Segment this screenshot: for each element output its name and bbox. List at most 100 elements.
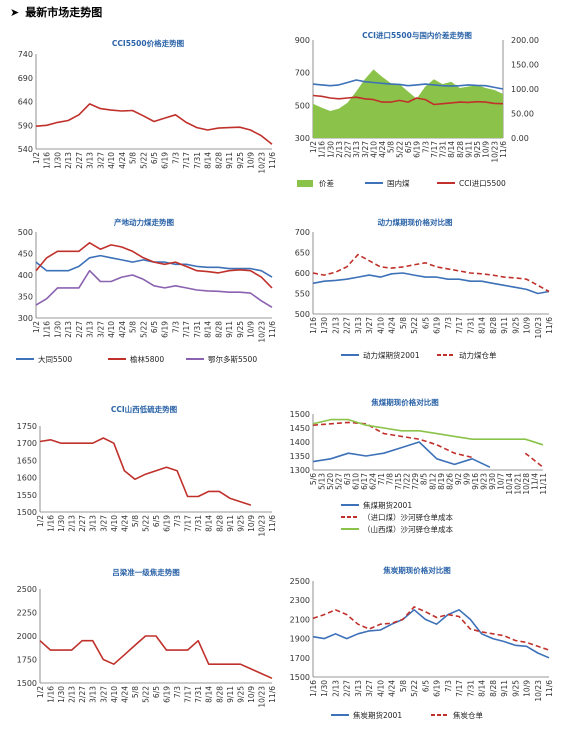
x-tick-label: 1/2 [36,515,45,527]
series-国内煤 [312,79,504,90]
series-动力煤期货2001 [312,272,550,295]
line-mark [35,242,273,289]
line-mark [35,254,273,278]
x-tick-label: 5/8 [131,515,140,527]
y-tick-label: 740 [18,50,33,59]
x-tick-label: 4/10 [110,686,119,703]
x-tick-label: 6/3 [343,473,352,485]
x-tick-label: 7/17 [430,141,439,158]
chart-title: CCI山西低硫走势图 [111,404,178,414]
x-tick-label: 7/17 [182,321,191,338]
x-tick-label: 9/25 [236,686,245,703]
line-mark [312,253,550,293]
x-tick-label: 2/27 [75,321,84,338]
y-tick-label: 650 [295,249,310,258]
x-tick-label: 4/24 [120,515,129,532]
x-tick-label: 5/8 [399,317,408,329]
line-mark [312,272,550,295]
y-tick-label: 1450 [290,424,310,433]
x-tick-label: 8/28 [214,321,223,338]
x-tick-label: 8/14 [204,321,213,338]
x-tick-label: 2/13 [331,680,340,697]
x-tick-label: 10/28 [522,473,531,495]
x-tick-label: 7/29 [411,473,420,490]
x-tick-label: 11/6 [545,317,554,334]
x-tick-label: 5/8 [399,680,408,692]
x-tick-label: 6/5 [421,680,430,692]
series-焦炭期货2001 [312,609,550,659]
legend-entry: （进口煤）沙河驿仓单成本 [341,512,453,522]
y-tick-label: 1400 [290,438,310,447]
chart-title: 焦煤期现价格对比图 [370,397,439,407]
y-tick-label: 1700 [290,654,310,663]
x-tick-label: 8/14 [447,141,456,158]
y-tick-label: 1900 [290,635,310,644]
series-价差 [313,69,503,138]
series-鄂尔多斯5500 [35,269,273,308]
x-tick-label: 7/17 [455,680,464,697]
line-mark [312,421,544,468]
x-tick-label: 6/5 [152,686,161,698]
x-tick-label: 8/26 [445,473,454,490]
x-tick-label: 6/5 [421,317,430,329]
line-mark [312,418,544,446]
line-mark [39,635,273,680]
x-tick-label: 3/13 [352,141,361,158]
x-tick-label: 3/13 [89,686,98,703]
line-mark [35,103,273,145]
x-tick-label: 9/11 [226,515,235,532]
y-tick-label: 2250 [17,609,37,618]
series-CCI进口5500 [312,94,504,106]
x-tick-label: 7/31 [194,686,203,703]
x-tick-label: 6/5 [152,515,161,527]
x-tick-label: 6/19 [433,317,442,334]
x-tick-label: 11/6 [499,141,508,158]
x-tick-label: 1/30 [320,680,329,697]
x-tick-label: 8/5 [420,473,429,485]
x-tick-label: 5/22 [139,152,148,169]
x-tick-label: 1/2 [36,686,45,698]
x-tick-label: 2/27 [343,317,352,334]
x-tick-label: 7/31 [466,317,475,334]
x-tick-label: 2/13 [68,515,77,532]
line-mark [312,606,550,651]
x-tick-label: 10/23 [490,141,499,163]
x-tick-label: 3/27 [99,686,108,703]
legend-entry: 大同5500 [16,354,72,364]
legend-label: 动力煤期货2001 [363,350,420,360]
x-tick-label: 7/17 [184,686,193,703]
y-tick-label: 300 [295,134,310,143]
x-tick-label: 9/25 [236,321,245,338]
y-tick-label: 1700 [17,439,37,448]
x-tick-label: 1/2 [309,141,318,153]
x-tick-label: 7/31 [194,515,203,532]
x-tick-label: 11/6 [268,515,277,532]
y-tick-label: 1500 [17,679,37,688]
x-tick-label: 6/10 [352,473,361,490]
legend-label: 焦炭仓单 [453,710,483,720]
x-tick-label: 4/24 [378,141,387,158]
x-tick-label: 7/3 [173,686,182,698]
x-tick-label: 10/23 [257,515,266,537]
x-tick-label: 1/2 [32,321,41,333]
x-tick-label: 1/30 [320,317,329,334]
legend-label: 榆林5800 [130,354,164,364]
y-tick-label: 500 [18,228,33,237]
y-tick-label: 1500 [17,508,37,517]
x-tick-label: 3/27 [96,152,105,169]
x-tick-label: 7/1 [377,473,386,485]
x-tick-label: 6/19 [163,686,172,703]
y2-tick-label: 200.00 [511,36,539,45]
x-tick-label: 4/10 [107,152,116,169]
y-tick-label: 500 [295,101,310,110]
series-动力煤仓单 [312,253,550,293]
x-tick-label: 10/21 [513,473,522,495]
series-（进口煤）沙河驿仓单成本 [312,421,544,468]
x-tick-label: 5/13 [318,473,327,490]
x-tick-label: 2/13 [335,141,344,158]
y-tick-label: 350 [18,293,33,302]
x-tick-label: 4/24 [388,317,397,334]
x-tick-label: 5/22 [410,680,419,697]
x-tick-label: 2/13 [64,321,73,338]
